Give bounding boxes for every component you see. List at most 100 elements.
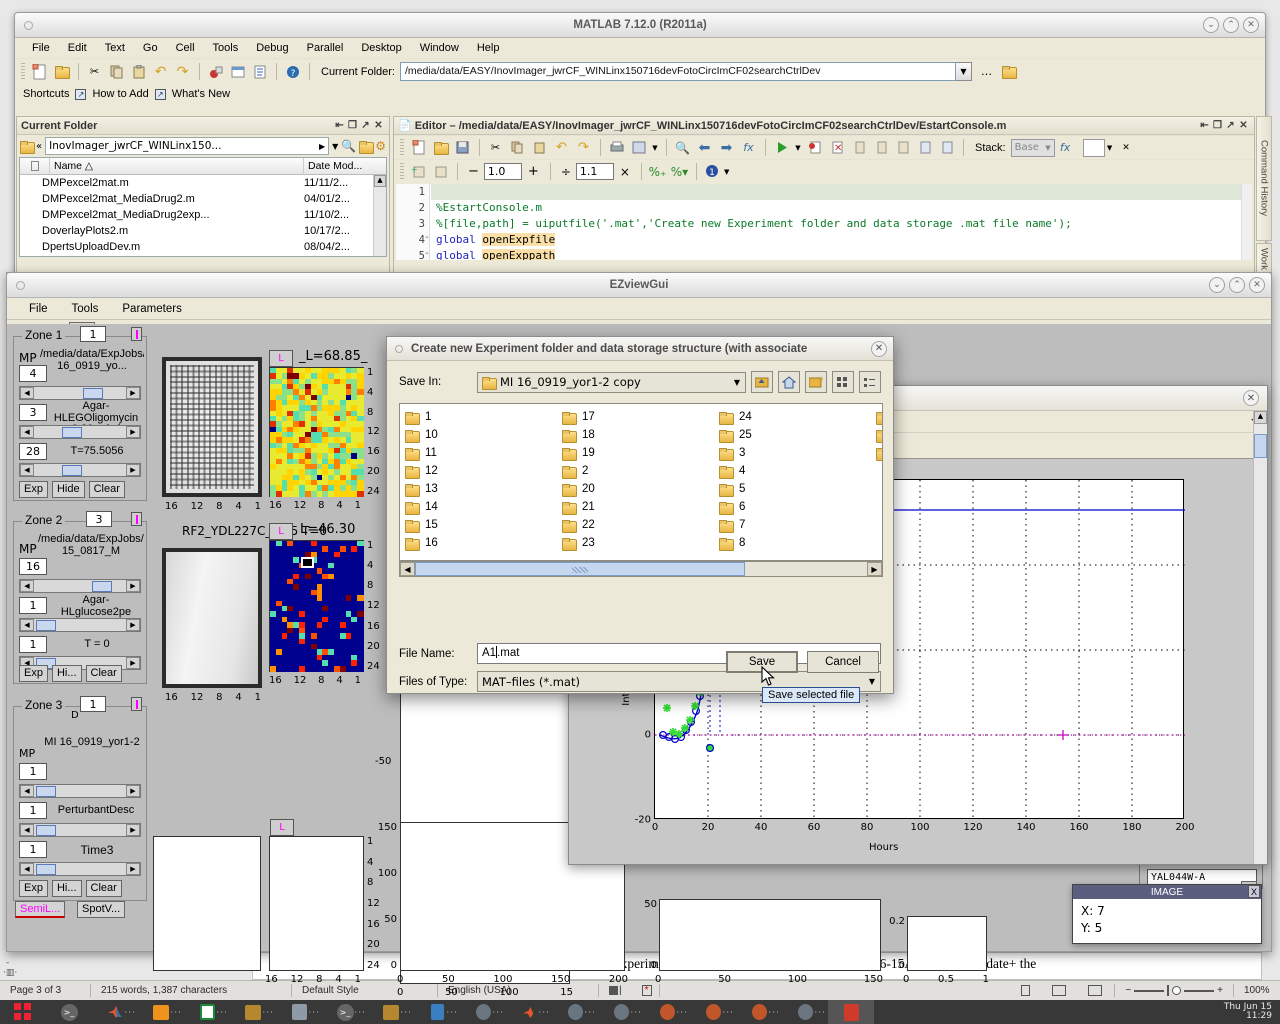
list-item[interactable]: 6 bbox=[714, 498, 864, 516]
set-breakpoint-icon[interactable] bbox=[804, 138, 825, 158]
scroll-thumb[interactable] bbox=[415, 562, 745, 576]
dialog-titlebar[interactable]: Create new Experiment folder and data st… bbox=[387, 337, 893, 361]
shortcut-whats-new[interactable]: What's New bbox=[171, 88, 231, 100]
chevron-down-icon[interactable]: ▼ bbox=[1106, 143, 1113, 152]
chevron-down-icon[interactable]: ▼ bbox=[795, 143, 801, 152]
zone-3-mp-value[interactable]: 1 bbox=[19, 763, 47, 780]
new-folder-icon[interactable]: ✳ bbox=[805, 371, 827, 393]
comment-icon[interactable]: %₊ bbox=[648, 164, 667, 179]
step-icon[interactable] bbox=[848, 138, 869, 158]
add-cell-icon[interactable]: + bbox=[408, 162, 429, 182]
zone-3-slider-1[interactable]: ◀ ▶ bbox=[19, 784, 141, 798]
help-icon[interactable]: ? bbox=[282, 62, 303, 82]
editor-scrollbar[interactable] bbox=[1241, 184, 1252, 260]
zone-3-slider-2[interactable]: ◀ ▶ bbox=[19, 823, 141, 837]
slider-right-arrow[interactable]: ▶ bbox=[126, 863, 140, 875]
close-icon[interactable]: ✕ bbox=[1239, 120, 1248, 131]
terminal-icon[interactable]: >_ ··· bbox=[322, 1000, 368, 1024]
editor-toolbar[interactable]: ✂ ↶ ↷ ▼ 🔍 ⬅ ➡ fx ▼ ✕ Stack: bbox=[394, 135, 1254, 159]
close-icon[interactable]: ✕ bbox=[374, 120, 383, 131]
copy-icon[interactable] bbox=[106, 62, 127, 82]
circle-icon[interactable]: ··· bbox=[552, 1000, 598, 1024]
heatmap-image-2[interactable] bbox=[269, 540, 364, 672]
minimize-icon[interactable]: ⌄ bbox=[1203, 17, 1219, 33]
info-icon[interactable]: 1 bbox=[702, 162, 723, 182]
save-file-dialog[interactable]: Create new Experiment folder and data st… bbox=[386, 336, 894, 694]
text-editor-icon[interactable]: ··· bbox=[414, 1000, 460, 1024]
slider-right-arrow[interactable]: ▶ bbox=[126, 426, 140, 438]
chevron-down-icon[interactable]: ▼ bbox=[652, 143, 658, 152]
list-item[interactable]: 20 bbox=[557, 480, 707, 498]
ezview-menubar[interactable]: File Tools Parameters bbox=[7, 298, 1271, 320]
gene-list-item[interactable]: YAL044W-A bbox=[1151, 872, 1206, 883]
copy-icon[interactable] bbox=[507, 138, 528, 158]
list-item[interactable]: 12 bbox=[400, 462, 550, 480]
current-folder-path-bar[interactable]: « InovImager_jwrCF_WINLinx150... ▶ ▼ 🔍 ⚙ bbox=[17, 135, 389, 157]
tab-workspace[interactable]: Work bbox=[1256, 243, 1272, 274]
dock-left-icon[interactable]: ⇤ bbox=[1200, 120, 1209, 131]
uncomment-icon[interactable]: %▾ bbox=[670, 164, 689, 179]
circle-icon[interactable]: ··· bbox=[598, 1000, 644, 1024]
shortcut-how-to-add[interactable]: How to Add bbox=[92, 88, 149, 100]
zone-1-hide-button[interactable]: Hide bbox=[51, 481, 85, 498]
small-plot-3[interactable] bbox=[659, 899, 881, 971]
image-info-popup[interactable]: IMAGE X X: 7 Y: 5 bbox=[1072, 884, 1262, 944]
maximize-icon[interactable]: ⌃ bbox=[1229, 277, 1245, 293]
plate-1-l-button[interactable]: L bbox=[269, 350, 293, 367]
dialog-buttons[interactable]: Save Cancel bbox=[726, 651, 879, 673]
zone-1-value-2[interactable]: 3 bbox=[19, 404, 47, 421]
plate-image-1[interactable] bbox=[162, 357, 262, 497]
matlab-window[interactable]: MATLAB 7.12.0 (R2011a) ⌄ ⌃ ✕ File Edit T… bbox=[14, 12, 1272, 274]
search-icon[interactable]: 🔍 bbox=[341, 139, 357, 153]
zone-1-panel[interactable]: Zone 1 1 MP /media/data/ExpJobs/MI 16_09… bbox=[13, 326, 147, 501]
zone-1-slider-3[interactable]: ◀ ▶ bbox=[19, 463, 141, 477]
slider-right-arrow[interactable]: ▶ bbox=[126, 657, 140, 669]
close-icon[interactable]: ✕ bbox=[1122, 142, 1130, 153]
run-icon[interactable] bbox=[771, 138, 792, 158]
details-view-icon[interactable] bbox=[832, 371, 854, 393]
zone-2-value-3[interactable]: 1 bbox=[19, 636, 47, 653]
slider-right-arrow[interactable]: ▶ bbox=[126, 824, 140, 836]
redo-icon[interactable]: ↷ bbox=[578, 140, 589, 155]
folder-icon[interactable]: ··· bbox=[368, 1000, 414, 1024]
editor-cell-toolbar[interactable]: + − 1.0 + ÷ 1.1 × %₊ %▾ 1 ▼ bbox=[394, 159, 1254, 183]
open-file-icon[interactable] bbox=[430, 138, 451, 158]
maximize-icon[interactable]: ⌃ bbox=[1223, 17, 1239, 33]
heatmap-image-3[interactable] bbox=[269, 836, 364, 971]
terminal-icon[interactable]: >_ bbox=[46, 1000, 92, 1024]
list-item[interactable]: 13 bbox=[400, 480, 550, 498]
plate-image-2[interactable] bbox=[162, 548, 262, 688]
scroll-left-icon[interactable]: ◀ bbox=[400, 562, 415, 576]
slider-left-arrow[interactable]: ◀ bbox=[20, 387, 34, 399]
slider-left-arrow[interactable]: ◀ bbox=[20, 580, 34, 592]
new-file-icon[interactable] bbox=[29, 62, 50, 82]
list-item[interactable]: 25 bbox=[714, 426, 864, 444]
list-item[interactable] bbox=[871, 408, 882, 426]
zone-3-panel[interactable]: Zone 3 D 1 MP MI 16_0919_yor1-2 1 ◀ ▶ 1 P… bbox=[13, 696, 147, 901]
code-line[interactable]: %EstartConsole.m bbox=[436, 201, 542, 214]
remove-cell-icon[interactable] bbox=[430, 162, 451, 182]
menu-help[interactable]: Help bbox=[476, 42, 500, 54]
code-line[interactable]: global openExppath bbox=[436, 249, 556, 260]
scroll-right-icon[interactable]: ▶ bbox=[867, 562, 882, 576]
slider-left-arrow[interactable]: ◀ bbox=[20, 426, 34, 438]
editor-code-area[interactable]: 1 2 3 4 5 - - %EstartConsole.m %[file,pa… bbox=[396, 184, 1252, 260]
system-taskbar[interactable]: >_ ··· ··· ··· ··· ··· >_ ··· ··· ··· ···… bbox=[0, 1000, 1280, 1024]
continue-icon[interactable] bbox=[914, 138, 935, 158]
float-icon[interactable]: ❐ bbox=[1213, 120, 1222, 131]
image-popup-titlebar[interactable]: IMAGE X bbox=[1073, 885, 1261, 899]
scroll-up-icon[interactable]: ▲ bbox=[1254, 411, 1267, 424]
undo-icon[interactable]: ↶ bbox=[556, 140, 567, 155]
list-item[interactable]: 2 bbox=[557, 462, 707, 480]
menu-text[interactable]: Text bbox=[104, 42, 125, 54]
scroll-track[interactable] bbox=[415, 562, 867, 576]
home-icon[interactable] bbox=[778, 371, 800, 393]
matlab-menubar[interactable]: File Edit Text Go Cell Tools Debug Paral… bbox=[15, 38, 1265, 58]
matlab-icon[interactable]: ··· bbox=[506, 1000, 552, 1024]
forward-icon[interactable]: ➡ bbox=[720, 139, 733, 156]
close-icon[interactable]: ✕ bbox=[1249, 277, 1265, 293]
list-item[interactable]: 18 bbox=[557, 426, 707, 444]
matlab-titlebar[interactable]: MATLAB 7.12.0 (R2011a) ⌄ ⌃ ✕ bbox=[15, 13, 1265, 38]
circle-icon[interactable]: ··· bbox=[644, 1000, 690, 1024]
browse-folder-icon[interactable]: … bbox=[980, 65, 992, 78]
